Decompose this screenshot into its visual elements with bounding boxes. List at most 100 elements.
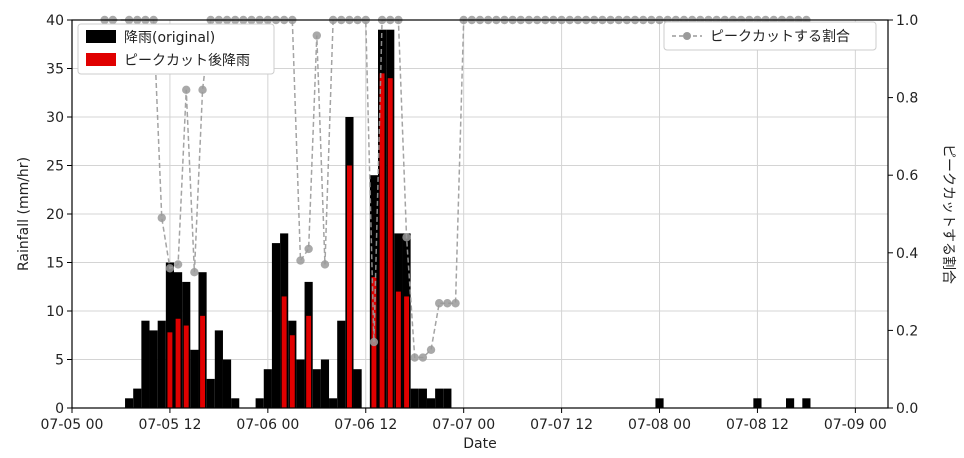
x-tick-label: 07-08 12: [726, 417, 789, 433]
original-rainfall-bar: [418, 388, 427, 408]
original-rainfall-bar: [190, 349, 199, 408]
ratio-point: [165, 264, 175, 273]
original-rainfall-bar: [149, 330, 158, 408]
original-rainfall-bar: [655, 398, 664, 408]
y-tick-label: 5: [55, 353, 64, 369]
original-rainfall-bar: [214, 330, 223, 408]
legend-label-peak-cut: ピークカット後降雨: [124, 53, 250, 69]
original-rainfall-bar: [337, 320, 346, 408]
original-rainfall-bar: [231, 398, 240, 408]
x-axis-ticks: 07-05 00 07-05 12 07-06 00 07-06 12 07-07 00…: [41, 408, 887, 433]
peak-cut-rainfall-bar: [289, 335, 295, 408]
legend-marker-ratio: [683, 32, 691, 40]
original-rainfall-bar: [426, 398, 436, 408]
ratio-point: [157, 213, 166, 223]
peak-cut-rainfall-bar: [404, 296, 410, 408]
y-tick-label: 20: [46, 207, 64, 223]
y-tick-label: 15: [46, 256, 64, 272]
x-tick-label: 07-06 12: [334, 417, 397, 433]
x-tick-label: 07-05 00: [41, 417, 104, 433]
y2-axis-ticks: 0.0 0.2 0.4 0.6 0.8 1.0: [888, 13, 918, 417]
original-rainfall-bar: [353, 369, 362, 408]
ratio-line: [104, 19, 807, 359]
ratio-point: [435, 299, 444, 308]
ratio-point: [312, 31, 321, 40]
x-axis-label: Date: [463, 436, 496, 452]
original-rainfall-bar: [320, 359, 330, 408]
original-rainfall-bars: [125, 29, 811, 408]
original-rainfall-bar: [312, 369, 321, 408]
peak-cut-rainfall-bar: [395, 291, 401, 408]
peak-cut-rainfall-bar: [200, 315, 206, 408]
y-tick-label: 10: [46, 304, 64, 320]
original-rainfall-bar: [222, 359, 232, 408]
y-axis-ticks: 0 5 10 15 20 25 30 35 40: [46, 13, 72, 417]
ratio-point: [182, 85, 191, 95]
original-rainfall-bar: [125, 398, 134, 408]
original-rainfall-bar: [443, 388, 452, 408]
original-rainfall-bar: [271, 243, 281, 408]
y2-tick-label: 0.2: [896, 323, 918, 339]
x-tick-label: 07-05 12: [138, 417, 201, 433]
x-tick-label: 07-07 12: [530, 417, 593, 433]
peak-cut-rainfall-bar: [346, 165, 352, 408]
ratio-point: [190, 268, 199, 277]
original-rainfall-bar: [255, 398, 264, 408]
legend-right: ピークカットする割合: [663, 21, 877, 51]
ratio-point: [369, 337, 379, 347]
peak-cut-rainfall-bar: [379, 73, 385, 408]
y2-tick-label: 0.6: [896, 168, 918, 184]
original-rainfall-bar: [786, 398, 795, 408]
ratio-point: [296, 256, 305, 265]
ratio-point: [443, 299, 452, 308]
ratio-point: [173, 260, 183, 269]
y2-tick-label: 0.4: [896, 246, 918, 262]
legend-label-ratio: ピークカットする割合: [710, 28, 850, 45]
original-rainfall-bar: [133, 388, 142, 408]
original-rainfall-bar: [141, 320, 150, 408]
y2-tick-label: 0.8: [896, 91, 918, 107]
y2-tick-label: 1.0: [896, 13, 918, 29]
original-rainfall-bar: [296, 359, 305, 408]
original-rainfall-bar: [157, 320, 166, 408]
peak-cut-rainfall-bar: [387, 78, 393, 408]
legend-left: 降雨(original) ピークカット後降雨: [77, 23, 275, 75]
ratio-point: [451, 299, 460, 308]
y2-axis-label: ピークカットする割合: [940, 144, 957, 284]
original-rainfall-bar: [435, 388, 444, 408]
original-rainfall-bar: [329, 398, 338, 408]
legend-left-box: [77, 23, 275, 75]
y2-tick-label: 0.0: [896, 401, 918, 417]
y-tick-label: 0: [55, 401, 64, 417]
ratio-point: [304, 244, 313, 254]
peak-cut-rainfall-bar: [183, 325, 189, 408]
legend-label-original: 降雨(original): [124, 30, 215, 46]
legend-swatch-original: [86, 30, 116, 43]
x-tick-label: 07-06 00: [236, 417, 299, 433]
y-tick-label: 25: [46, 159, 64, 175]
x-tick-label: 07-08 00: [628, 417, 691, 433]
peak-cut-rainfall-bar: [281, 296, 287, 408]
original-rainfall-bar: [802, 398, 811, 408]
original-rainfall-bar: [410, 388, 419, 408]
y-axis-label: Rainfall (mm/hr): [16, 157, 32, 271]
ratio-point: [402, 233, 411, 242]
ratio-point: [410, 353, 419, 362]
legend-right-box: [663, 21, 877, 51]
ratio-point: [198, 85, 207, 95]
x-tick-label: 07-09 00: [824, 417, 887, 433]
peak-cut-rainfall-bar: [306, 315, 312, 408]
peak-cut-rainfall-bar: [167, 332, 173, 408]
y-tick-label: 30: [46, 110, 64, 126]
ratio-point: [426, 345, 436, 354]
y-tick-label: 40: [46, 13, 64, 29]
original-rainfall-bar: [753, 398, 762, 408]
ratio-point: [320, 260, 330, 269]
original-rainfall-bar: [206, 378, 215, 408]
legend-swatch-peak-cut: [86, 53, 116, 66]
x-tick-label: 07-07 00: [432, 417, 495, 433]
y-tick-label: 35: [46, 62, 64, 78]
peak-cut-rainfall-bar: [175, 318, 181, 408]
